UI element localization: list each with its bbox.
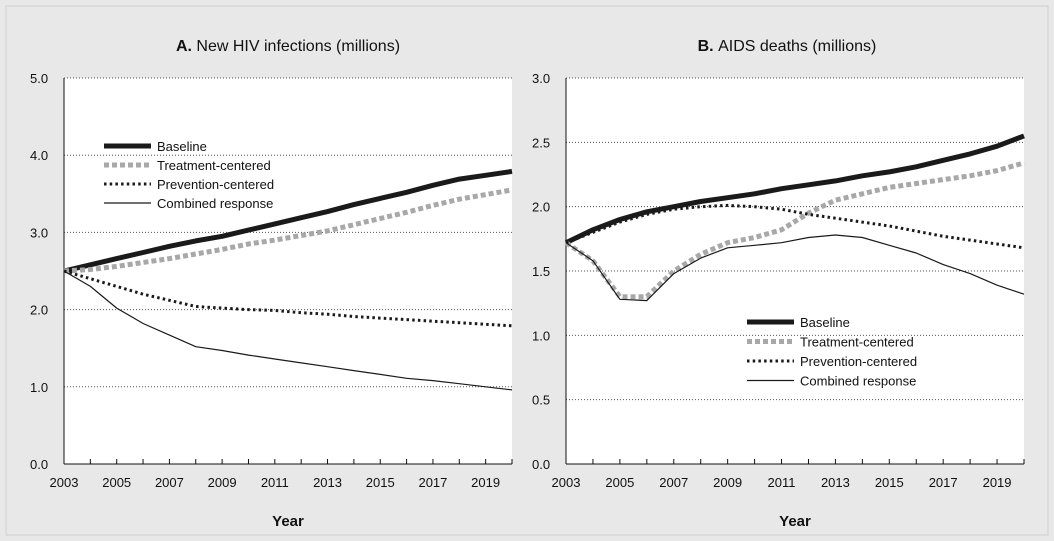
y-tick-label: 1.0	[532, 328, 550, 343]
series-line-prevention-centered	[565, 203, 1025, 250]
chart-title: B. AIDS deaths (millions)	[698, 38, 877, 55]
plot-area	[64, 78, 512, 464]
panel-title-text: New HIV infections (millions)	[196, 38, 400, 55]
y-tick-label: 0.5	[532, 393, 550, 408]
legend-label-baseline: Baseline	[800, 315, 850, 330]
chart-title: A. New HIV infections (millions)	[176, 38, 400, 55]
y-tick-label: 1.5	[532, 264, 550, 279]
y-tick-label: 4.0	[30, 148, 48, 163]
x-axis-label: Year	[272, 513, 304, 530]
x-tick-label: 2003	[552, 475, 581, 490]
x-tick-label: 2015	[875, 475, 904, 490]
x-tick-label: 2017	[418, 475, 447, 490]
panel-aids-deaths: B. AIDS deaths (millions) 0.0 0.5 1.0 1.5 2.0…	[532, 38, 1025, 530]
x-tick-label: 2009	[208, 475, 237, 490]
legend-label-combined-response: Combined response	[800, 374, 916, 389]
x-tick-label: 2011	[261, 475, 289, 490]
x-tick-label: 2013	[313, 475, 342, 490]
x-tick-label: 2013	[821, 475, 850, 490]
y-tick-label: 2.5	[532, 135, 550, 150]
series-line-baseline	[564, 133, 1025, 245]
panel-new-hiv-infections: A. New HIV infections (millions) 0.0 1.0 2.…	[30, 38, 513, 530]
legend: Baseline Treatment-centered Prevention-cen…	[747, 315, 917, 389]
panel-title-text: AIDS deaths (millions)	[718, 38, 876, 55]
series-line-combined-response	[63, 270, 513, 391]
panel-letter: A.	[176, 38, 196, 55]
legend: Baseline Treatment-centered Prevention-cen…	[104, 139, 274, 211]
x-tick-label: 2017	[929, 475, 958, 490]
figure-border	[5, 5, 1049, 536]
y-tick-label: 3.0	[532, 71, 550, 86]
x-tick-label: 2003	[50, 475, 79, 490]
series-line-combined-response	[565, 234, 1025, 302]
y-tick-label: 0.0	[532, 457, 550, 472]
y-tick-label: 3.0	[30, 225, 48, 240]
x-tick-label: 2007	[155, 475, 184, 490]
series-line-treatment-centered	[564, 160, 1025, 300]
x-tick-label: 2005	[102, 475, 131, 490]
y-tick-label: 5.0	[30, 71, 48, 86]
y-tick-label: 1.0	[30, 380, 48, 395]
x-tick-label: 2015	[366, 475, 395, 490]
series-line-prevention-centered	[63, 269, 513, 328]
panel-letter: B.	[698, 38, 718, 55]
y-tick-label: 0.0	[30, 457, 48, 472]
series-line-baseline	[63, 168, 513, 274]
legend-label-treatment-centered: Treatment-centered	[157, 158, 271, 173]
series-line-treatment-centered	[63, 187, 513, 274]
legend-label-treatment-centered: Treatment-centered	[800, 335, 914, 350]
x-tick-label: 2019	[471, 475, 500, 490]
x-axis-label: Year	[779, 513, 811, 530]
y-tick-label: 2.0	[532, 200, 550, 215]
legend-label-prevention-centered: Prevention-centered	[157, 177, 274, 192]
legend-label-prevention-centered: Prevention-centered	[800, 354, 917, 369]
legend-label-baseline: Baseline	[157, 139, 207, 154]
x-tick-label: 2009	[713, 475, 742, 490]
x-tick-label: 2011	[768, 475, 796, 490]
y-tick-label: 2.0	[30, 303, 48, 318]
x-tick-label: 2019	[983, 475, 1012, 490]
x-tick-label: 2005	[605, 475, 634, 490]
x-tick-label: 2007	[659, 475, 688, 490]
legend-label-combined-response: Combined response	[157, 196, 273, 211]
